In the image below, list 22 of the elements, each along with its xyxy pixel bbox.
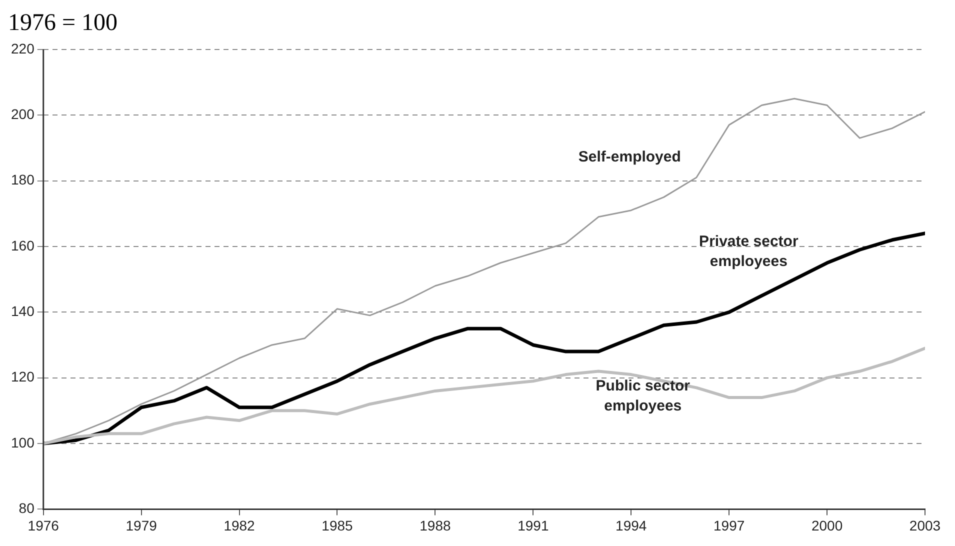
y-tick-label: 120 [11, 368, 35, 385]
y-tick-label: 200 [11, 106, 35, 122]
x-tick-label: 1976 [28, 517, 60, 534]
y-tick-label: 80 [18, 500, 35, 516]
x-tick-label: 1997 [714, 517, 745, 534]
x-tick-label: 2000 [811, 517, 843, 534]
x-tick-label: 1994 [616, 517, 647, 534]
series-label: Public sector employees [596, 378, 690, 415]
series-label: Self-employed [578, 148, 681, 166]
chart-title: 1976 = 100 [8, 9, 119, 38]
x-tick-label: 1982 [224, 517, 256, 534]
y-tick-label: 140 [11, 303, 35, 319]
y-tick-label: 180 [11, 172, 35, 188]
y-tick-label: 220 [11, 40, 35, 56]
x-tick-label: 2003 [909, 517, 941, 534]
y-tick-label: 100 [11, 434, 35, 450]
x-tick-label: 1991 [518, 517, 549, 534]
series-label: Private sector employees [699, 232, 798, 270]
x-tick-label: 1985 [322, 517, 354, 534]
x-tick-label: 1988 [420, 517, 451, 534]
x-tick-label: 1979 [126, 517, 158, 534]
y-tick-label: 160 [11, 237, 35, 254]
